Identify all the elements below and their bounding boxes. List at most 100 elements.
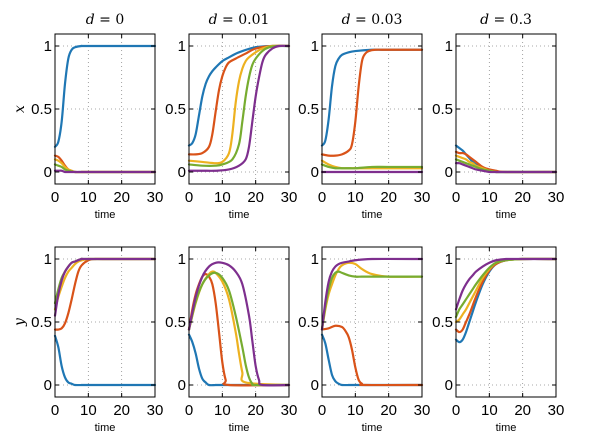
panel-title-value: = 0.01 bbox=[218, 12, 270, 28]
y-tick-label: 1 bbox=[311, 38, 319, 55]
x-tick-label: 10 bbox=[214, 402, 231, 419]
y-tick-label: 0.5 bbox=[432, 101, 453, 118]
series-line-orange bbox=[320, 324, 424, 387]
x-axis-label: time bbox=[95, 422, 116, 434]
x-axis-label: time bbox=[362, 422, 383, 434]
y-tick-label: 1 bbox=[178, 38, 186, 55]
panel-title-value: = 0 bbox=[95, 12, 125, 28]
y-tick-label: 0 bbox=[311, 377, 319, 394]
series-line-purple bbox=[53, 169, 157, 174]
series-line-orange bbox=[454, 150, 558, 174]
y-tick-label: 1 bbox=[445, 38, 453, 55]
panel-title-value: = 0.03 bbox=[351, 12, 403, 28]
x-tick-label: 30 bbox=[414, 402, 431, 419]
x-tick-label: 10 bbox=[347, 402, 364, 419]
panel-title-variable: d bbox=[342, 12, 351, 28]
y-axis-label: y bbox=[12, 317, 28, 327]
x-axis-label: time bbox=[496, 209, 517, 221]
x-tick-label: 0 bbox=[51, 189, 59, 206]
y-tick-label: 0.5 bbox=[165, 314, 186, 331]
x-tick-label: 20 bbox=[113, 402, 130, 419]
series-line-blue bbox=[320, 48, 424, 147]
panel-title-value: = 0.3 bbox=[489, 12, 532, 28]
panel-title-variable: d bbox=[209, 12, 218, 28]
x-tick-label: 0 bbox=[51, 402, 59, 419]
y-tick-label: 0.5 bbox=[298, 101, 319, 118]
x-tick-label: 20 bbox=[380, 402, 397, 419]
x-axis-label: time bbox=[496, 422, 517, 434]
x-tick-label: 20 bbox=[514, 402, 531, 419]
panel-title-variable: d bbox=[86, 12, 95, 28]
series-line-orange bbox=[454, 257, 558, 334]
x-tick-label: 10 bbox=[80, 189, 97, 206]
y-tick-label: 1 bbox=[445, 251, 453, 268]
x-tick-label: 10 bbox=[481, 189, 498, 206]
series-line-purple bbox=[454, 161, 558, 174]
series-line-purple bbox=[187, 44, 291, 172]
y-tick-label: 0.5 bbox=[432, 314, 453, 331]
x-tick-label: 10 bbox=[481, 402, 498, 419]
y-tick-label: 0 bbox=[311, 164, 319, 181]
series-line-blue bbox=[187, 333, 291, 387]
y-tick-label: 0 bbox=[178, 164, 186, 181]
x-tick-label: 0 bbox=[318, 189, 326, 206]
x-tick-label: 30 bbox=[281, 402, 298, 419]
x-tick-label: 0 bbox=[452, 189, 460, 206]
series-line-blue bbox=[187, 44, 291, 147]
x-tick-label: 0 bbox=[185, 402, 193, 419]
x-tick-label: 30 bbox=[548, 189, 565, 206]
series-line-purple bbox=[320, 257, 424, 331]
x-tick-label: 10 bbox=[214, 189, 231, 206]
x-axis-label: time bbox=[95, 209, 116, 221]
y-tick-label: 1 bbox=[311, 251, 319, 268]
x-tick-label: 30 bbox=[147, 189, 164, 206]
series-line-purple bbox=[454, 257, 558, 311]
series-line-green bbox=[187, 44, 291, 167]
series-line-purple bbox=[187, 261, 291, 387]
y-tick-label: 0 bbox=[445, 164, 453, 181]
x-tick-label: 30 bbox=[281, 189, 298, 206]
x-tick-label: 0 bbox=[318, 402, 326, 419]
x-axis-label: time bbox=[362, 209, 383, 221]
y-tick-label: 1 bbox=[44, 38, 52, 55]
y-tick-label: 1 bbox=[44, 251, 52, 268]
y-tick-label: 0 bbox=[178, 377, 186, 394]
x-tick-label: 30 bbox=[414, 189, 431, 206]
series-line-green bbox=[187, 271, 291, 387]
series-line-blue bbox=[53, 44, 157, 148]
series-line-green bbox=[320, 163, 424, 170]
x-axis-label: time bbox=[229, 209, 250, 221]
y-tick-label: 0.5 bbox=[298, 314, 319, 331]
y-tick-label: 1 bbox=[178, 251, 186, 268]
y-tick-label: 0.5 bbox=[165, 101, 186, 118]
x-tick-label: 20 bbox=[380, 189, 397, 206]
x-tick-label: 30 bbox=[548, 402, 565, 419]
x-tick-label: 10 bbox=[347, 189, 364, 206]
x-tick-label: 0 bbox=[185, 189, 193, 206]
x-tick-label: 20 bbox=[514, 189, 531, 206]
series-line-green bbox=[454, 257, 558, 319]
series-line-green bbox=[320, 270, 424, 331]
y-tick-label: 0 bbox=[445, 377, 453, 394]
x-tick-label: 0 bbox=[452, 402, 460, 419]
panel-title: d = 0.01 bbox=[209, 12, 270, 28]
series-line-orange bbox=[187, 44, 291, 156]
y-tick-label: 0 bbox=[44, 164, 52, 181]
y-tick-label: 0.5 bbox=[31, 314, 52, 331]
x-tick-label: 20 bbox=[247, 402, 264, 419]
panel-title: d = 0.3 bbox=[480, 12, 532, 28]
panel-title: d = 0.03 bbox=[342, 12, 403, 28]
x-tick-label: 20 bbox=[113, 189, 130, 206]
series-line-blue bbox=[320, 333, 424, 387]
series-line-purple bbox=[53, 257, 157, 317]
x-axis-label: time bbox=[229, 422, 250, 434]
